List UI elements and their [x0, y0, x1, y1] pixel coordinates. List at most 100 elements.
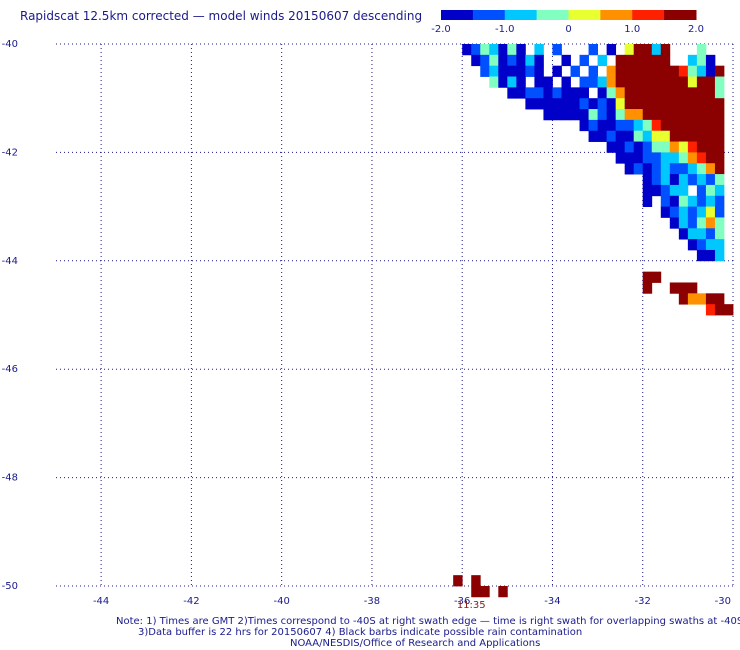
swath-cell-105 — [714, 87, 725, 99]
chart-title: Rapidscat 12.5km corrected — model winds… — [20, 9, 423, 23]
swath-cell-171 — [651, 130, 662, 142]
swath-cell-237 — [696, 195, 707, 207]
swath-cell-16 — [696, 44, 707, 56]
swath-cell-25 — [561, 54, 571, 67]
swath-cell-158 — [669, 119, 680, 132]
swath-cell-160 — [687, 119, 698, 132]
swath-cell-260 — [705, 239, 716, 251]
swath-cell-229 — [696, 184, 707, 197]
colorbar-segment-6 — [632, 10, 665, 20]
swath-cell-118 — [633, 98, 644, 110]
swath-cell-236 — [687, 195, 698, 207]
swath-cell-211 — [687, 163, 698, 175]
swath-cell-232 — [642, 195, 653, 207]
swath-cell-230 — [705, 184, 716, 197]
swath-cell-42 — [525, 65, 535, 77]
swath-cell-152 — [615, 119, 626, 132]
swath-cell-43 — [534, 65, 544, 77]
swath-cell-83 — [507, 87, 517, 99]
swath-cell-138 — [633, 109, 644, 121]
swath-cell-141 — [660, 109, 671, 121]
swath-cell-61 — [498, 76, 508, 88]
swath-cell-176 — [696, 130, 707, 142]
swath-cell-77 — [669, 76, 680, 88]
fragment-cell-5 — [687, 282, 698, 294]
swath-cell-104 — [705, 87, 716, 99]
swath-cell-9 — [588, 44, 598, 56]
swath-cell-228 — [678, 184, 689, 197]
swath-cell-222 — [705, 174, 716, 186]
note-line-3: NOAA/NESDIS/Office of Research and Appli… — [290, 638, 541, 649]
fragment-cell-12 — [714, 304, 725, 316]
swath-cell-135 — [606, 109, 617, 121]
swath-cell-8 — [552, 44, 562, 56]
swath-cell-84 — [516, 87, 526, 99]
swath-cell-155 — [642, 119, 653, 132]
x-tick-label-5: -34 — [544, 596, 560, 607]
fragment-cell-15 — [471, 575, 481, 587]
swath-cell-1 — [471, 44, 481, 56]
swath-cell-132 — [579, 109, 589, 121]
swath-cell-71 — [615, 76, 626, 88]
x-tick-label-3: -38 — [364, 596, 380, 607]
swath-cell-68 — [588, 76, 598, 88]
y-tick-label-0: -40 — [2, 39, 18, 50]
swath-cell-15 — [660, 44, 671, 56]
swath-cell-182 — [633, 141, 644, 153]
swath-cell-242 — [678, 206, 689, 218]
swath-cell-11 — [624, 44, 635, 56]
swath-cell-73 — [633, 76, 644, 88]
swath-cell-117 — [624, 98, 635, 110]
swath-cell-239 — [714, 195, 725, 207]
x-tick-label-1: -42 — [183, 596, 199, 607]
swath-cell-137 — [624, 109, 635, 121]
swath-cell-94 — [615, 87, 626, 99]
swath-cell-133 — [588, 109, 598, 121]
swath-cell-218 — [669, 174, 680, 186]
fragment-cell-0 — [642, 271, 653, 283]
fragment-cell-8 — [696, 293, 707, 305]
swath-cell-134 — [597, 109, 608, 121]
swath-cell-81 — [705, 76, 716, 88]
swath-cell-97 — [642, 87, 653, 99]
swath-cell-254 — [687, 228, 698, 240]
fragment-cell-7 — [687, 293, 698, 305]
swath-cell-124 — [687, 98, 698, 110]
colorbar-segment-5 — [600, 10, 633, 20]
x-tick-label-2: -40 — [273, 596, 289, 607]
swath-cell-58 — [705, 65, 716, 77]
swath-cell-46 — [588, 65, 598, 77]
swath-cell-148 — [579, 119, 589, 132]
swath-cell-140 — [651, 109, 662, 121]
swath-cell-226 — [660, 184, 671, 197]
swath-cell-121 — [660, 98, 671, 110]
swath-cell-253 — [678, 228, 689, 240]
swath-cell-41 — [516, 65, 526, 77]
swath-cell-70 — [606, 76, 617, 88]
swath-cell-202 — [705, 152, 716, 164]
swath-cell-98 — [651, 87, 662, 99]
y-tick-label-2: -44 — [2, 256, 18, 267]
y-tick-label-4: -48 — [2, 473, 18, 484]
swath-cell-120 — [651, 98, 662, 110]
swath-cell-259 — [696, 239, 707, 251]
swath-cell-12 — [633, 44, 644, 56]
swath-cell-52 — [651, 65, 662, 77]
swath-cell-163 — [714, 119, 725, 132]
swath-cell-4 — [498, 44, 508, 56]
swath-cell-29 — [624, 54, 635, 67]
swath-cell-220 — [687, 174, 698, 186]
swath-cell-18 — [480, 54, 490, 67]
swath-cell-227 — [669, 184, 680, 197]
swath-cell-262 — [696, 249, 707, 262]
swath-cell-88 — [552, 87, 562, 99]
swath-cell-113 — [588, 98, 598, 110]
swath-cell-164 — [588, 130, 598, 142]
swath-cell-106 — [525, 98, 535, 110]
x-tick-label-7: -30 — [715, 596, 731, 607]
swath-cell-39 — [498, 65, 508, 77]
fragment-cell-18 — [498, 586, 508, 598]
swath-cell-258 — [687, 239, 698, 251]
swath-cell-261 — [714, 239, 725, 251]
swath-cell-123 — [678, 98, 689, 110]
